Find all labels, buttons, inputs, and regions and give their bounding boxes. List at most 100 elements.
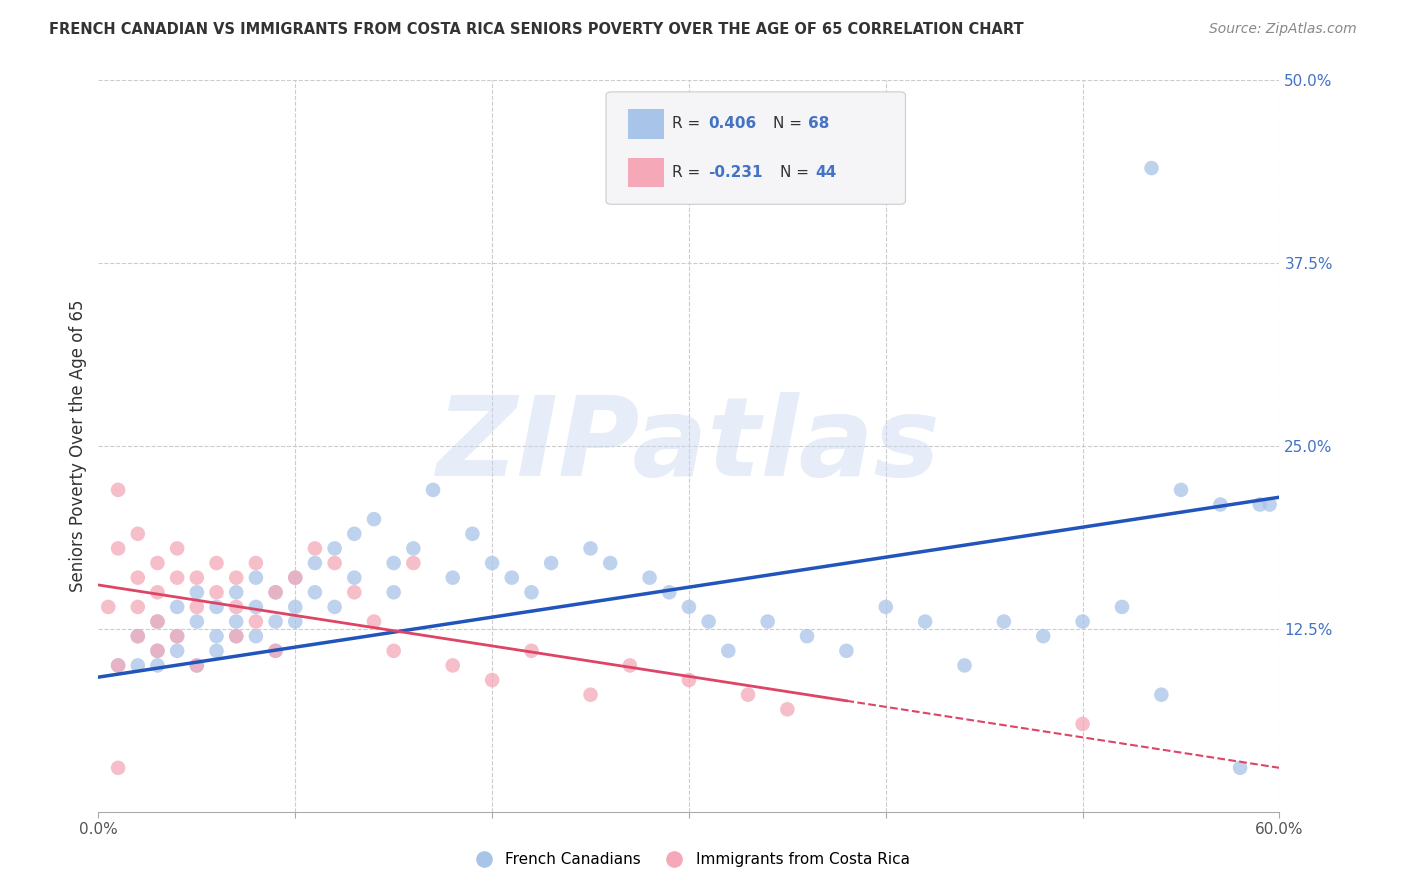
Point	[304, 541, 326, 556]
Point	[245, 571, 267, 585]
Point	[186, 585, 208, 599]
Point	[796, 629, 818, 643]
Point	[225, 629, 247, 643]
Point	[737, 688, 759, 702]
Point	[343, 585, 366, 599]
Point	[1229, 761, 1251, 775]
Point	[1150, 688, 1173, 702]
Point	[1111, 599, 1133, 614]
Point	[107, 658, 129, 673]
Point	[1071, 717, 1094, 731]
Text: Source: ZipAtlas.com: Source: ZipAtlas.com	[1209, 22, 1357, 37]
Point	[166, 629, 188, 643]
Point	[638, 571, 661, 585]
Point	[579, 541, 602, 556]
Point	[520, 585, 543, 599]
Point	[875, 599, 897, 614]
Point	[343, 526, 366, 541]
Text: 0.406: 0.406	[709, 116, 756, 131]
Text: 68: 68	[808, 116, 830, 131]
Point	[343, 571, 366, 585]
Point	[382, 556, 405, 570]
Y-axis label: Seniors Poverty Over the Age of 65: Seniors Poverty Over the Age of 65	[69, 300, 87, 592]
Text: FRENCH CANADIAN VS IMMIGRANTS FROM COSTA RICA SENIORS POVERTY OVER THE AGE OF 65: FRENCH CANADIAN VS IMMIGRANTS FROM COSTA…	[49, 22, 1024, 37]
Point	[481, 673, 503, 687]
Point	[284, 571, 307, 585]
Point	[304, 556, 326, 570]
Point	[520, 644, 543, 658]
Point	[264, 644, 287, 658]
Point	[146, 644, 169, 658]
Point	[166, 571, 188, 585]
Point	[323, 599, 346, 614]
Point	[205, 644, 228, 658]
Point	[914, 615, 936, 629]
Point	[127, 629, 149, 643]
Point	[205, 599, 228, 614]
Point	[245, 599, 267, 614]
Text: N =: N =	[780, 165, 814, 180]
Point	[1249, 498, 1271, 512]
Point	[678, 673, 700, 687]
Point	[658, 585, 681, 599]
Point	[993, 615, 1015, 629]
Point	[323, 541, 346, 556]
Point	[835, 644, 858, 658]
Point	[304, 585, 326, 599]
Point	[166, 541, 188, 556]
Point	[205, 556, 228, 570]
Point	[363, 615, 385, 629]
Point	[245, 615, 267, 629]
Point	[146, 644, 169, 658]
Point	[441, 571, 464, 585]
Point	[205, 585, 228, 599]
Point	[127, 571, 149, 585]
Text: R =: R =	[672, 165, 706, 180]
Point	[225, 629, 247, 643]
Point	[1258, 498, 1281, 512]
Point	[501, 571, 523, 585]
Point	[166, 644, 188, 658]
Point	[619, 658, 641, 673]
Point	[225, 585, 247, 599]
Point	[166, 599, 188, 614]
Point	[127, 599, 149, 614]
Legend: French Canadians, Immigrants from Costa Rica: French Canadians, Immigrants from Costa …	[463, 847, 915, 873]
Point	[107, 541, 129, 556]
Point	[756, 615, 779, 629]
Point	[107, 658, 129, 673]
Text: N =: N =	[773, 116, 807, 131]
Point	[127, 629, 149, 643]
Point	[166, 629, 188, 643]
Text: 44: 44	[815, 165, 837, 180]
Point	[225, 615, 247, 629]
Point	[776, 702, 799, 716]
Point	[225, 599, 247, 614]
Point	[127, 658, 149, 673]
Point	[264, 585, 287, 599]
Point	[186, 599, 208, 614]
Point	[579, 688, 602, 702]
Point	[441, 658, 464, 673]
Point	[1032, 629, 1054, 643]
Point	[186, 615, 208, 629]
Point	[245, 629, 267, 643]
Point	[146, 615, 169, 629]
Point	[186, 658, 208, 673]
Point	[186, 658, 208, 673]
Point	[1170, 483, 1192, 497]
Text: R =: R =	[672, 116, 706, 131]
Point	[382, 644, 405, 658]
Point	[697, 615, 720, 629]
Point	[284, 599, 307, 614]
Point	[97, 599, 120, 614]
Point	[146, 556, 169, 570]
Point	[363, 512, 385, 526]
Text: -0.231: -0.231	[709, 165, 763, 180]
Point	[717, 644, 740, 658]
Point	[225, 571, 247, 585]
Point	[461, 526, 484, 541]
Point	[599, 556, 621, 570]
Point	[186, 571, 208, 585]
Point	[264, 585, 287, 599]
